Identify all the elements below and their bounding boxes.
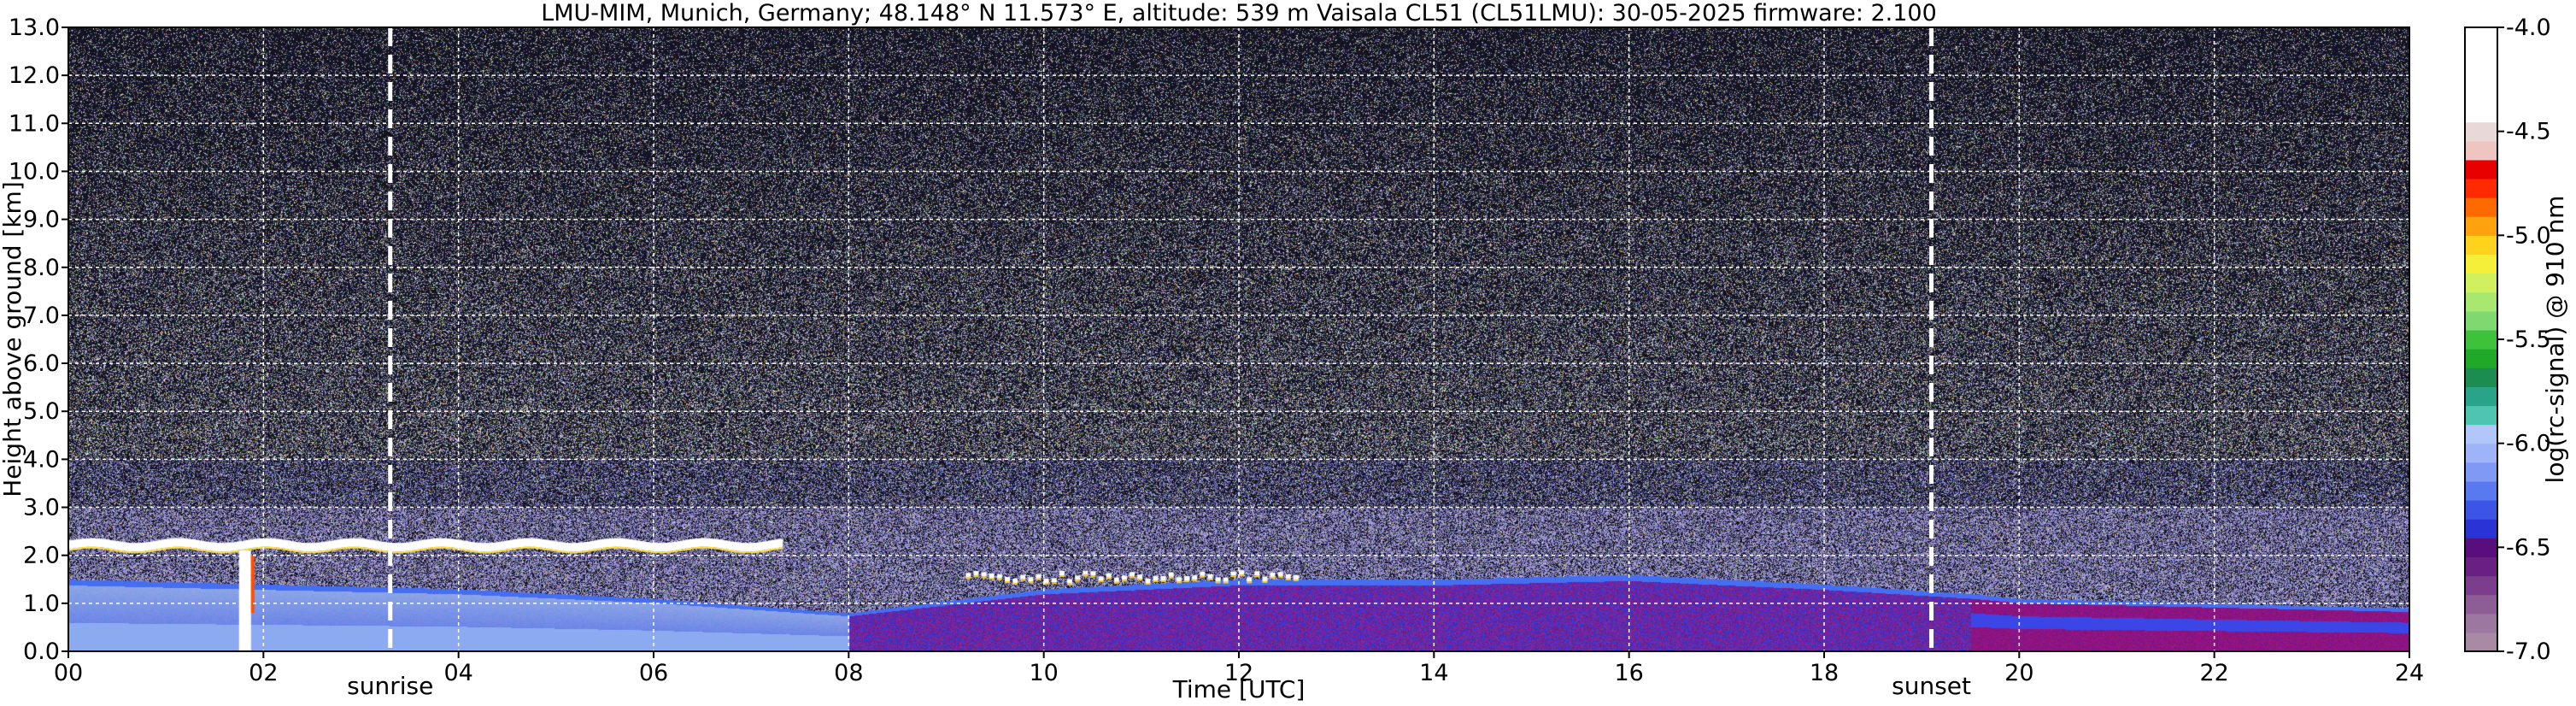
colorbar-segment [2465, 140, 2497, 161]
y-tick-label: 11.0 [9, 110, 60, 137]
x-tick-label: 14 [1419, 660, 1448, 686]
colorbar-segment [2465, 235, 2497, 256]
annotation-sunset: sunset [1892, 672, 1971, 700]
x-tick-label: 12 [1224, 660, 1253, 686]
colorbar-segment [2465, 386, 2497, 407]
colorbar-segment [2465, 575, 2497, 596]
colorbar-segment [2465, 462, 2497, 482]
colorbar-segment [2465, 121, 2497, 142]
colorbar-tick-label: -5.5 [2506, 327, 2551, 353]
y-tick-label: 8.0 [23, 255, 60, 281]
y-tick-label: 2.0 [23, 543, 60, 569]
y-tick-label: 9.0 [23, 207, 60, 233]
x-tick-label: 18 [1810, 660, 1839, 686]
colorbar-tick-label: -6.5 [2506, 534, 2551, 561]
y-tick-label: 13.0 [9, 15, 60, 41]
y-tick-label: 3.0 [23, 495, 60, 521]
colorbar-segment [2465, 594, 2497, 615]
y-tick-label: 6.0 [23, 350, 60, 377]
y-tick-label: 5.0 [23, 398, 60, 425]
colorbar-segment [2465, 519, 2497, 538]
colorbar [2465, 27, 2497, 652]
colorbar-segment [2465, 103, 2497, 123]
colorbar-label: log(rc-signal) @ 910 nm [2541, 196, 2569, 484]
colorbar-segment [2465, 424, 2497, 444]
colorbar-tick-label: -7.0 [2506, 638, 2551, 665]
colorbar-segment [2465, 632, 2497, 652]
colorbar-segment [2465, 443, 2497, 463]
y-tick-label: 12.0 [9, 62, 60, 89]
x-tick-label: 24 [2395, 660, 2424, 686]
colorbar-segment [2465, 480, 2497, 501]
colorbar-segment [2465, 368, 2497, 387]
colorbar-tick-label: -5.0 [2506, 222, 2551, 249]
x-tick-label: 10 [1029, 660, 1058, 686]
colorbar-ticks: -4.0 -4.5 -5.0 -5.5 -6.0 -6.5 -7.0 [2497, 15, 2551, 665]
x-tick-label: 22 [2199, 660, 2228, 686]
x-tick-label: 04 [443, 660, 472, 686]
x-tick-label: 16 [1614, 660, 1643, 686]
colorbar-segment [2465, 46, 2497, 66]
y-tick-label: 0.0 [23, 638, 60, 665]
colorbar-segment [2465, 216, 2497, 236]
colorbar-segment [2465, 65, 2497, 85]
y-tick-label: 7.0 [23, 303, 60, 329]
y-tick-label: 10.0 [9, 158, 60, 185]
colorbar-segment [2465, 273, 2497, 293]
colorbar-segment [2465, 254, 2497, 274]
x-tick-label: 08 [834, 660, 863, 686]
colorbar-segment [2465, 27, 2497, 47]
colorbar-segment [2465, 159, 2497, 179]
y-axis: 0.0 1.0 2.0 3.0 4.0 5.0 6.0 7.0 8.0 9.0 10.0 11.0 12… [9, 15, 68, 665]
colorbar-tick-label: -4.0 [2506, 15, 2551, 41]
x-tick-label: 06 [639, 660, 668, 686]
y-tick-label: 1.0 [23, 591, 60, 617]
colorbar-tick-label: -6.0 [2506, 431, 2551, 457]
chart-title: LMU-MIM, Munich, Germany; 48.148° N 11.5… [541, 0, 1937, 26]
colorbar-segment [2465, 405, 2497, 426]
colorbar-tick-label: -4.5 [2506, 119, 2551, 145]
colorbar-segment [2465, 84, 2497, 104]
signal-heatmap [68, 27, 2409, 651]
x-tick-label: 02 [249, 660, 278, 686]
colorbar-segment [2465, 500, 2497, 520]
colorbar-segment [2465, 291, 2497, 312]
colorbar-segment [2465, 178, 2497, 198]
colorbar-segment [2465, 310, 2497, 331]
y-axis-label: Height above ground [km] [0, 181, 26, 497]
colorbar-segment [2465, 538, 2497, 557]
colorbar-segment [2465, 556, 2497, 577]
colorbar-segment [2465, 197, 2497, 217]
plot-area [68, 27, 2409, 651]
colorbar-segment [2465, 613, 2497, 633]
sun-annotation-lines [388, 27, 1934, 651]
x-axis: 00 02 04 06 08 10 12 14 16 18 20 22 24 [54, 651, 2424, 686]
x-tick-label: 20 [2004, 660, 2033, 686]
x-tick-label: 00 [54, 660, 83, 686]
annotation-sunrise: sunrise [347, 672, 433, 700]
x-axis-label: Time [UTC] [1172, 675, 1306, 703]
colorbar-segment [2465, 329, 2497, 350]
sun-annotations: sunrise sunset [347, 672, 1971, 700]
y-tick-label: 4.0 [23, 446, 60, 473]
colorbar-segment [2465, 349, 2497, 368]
